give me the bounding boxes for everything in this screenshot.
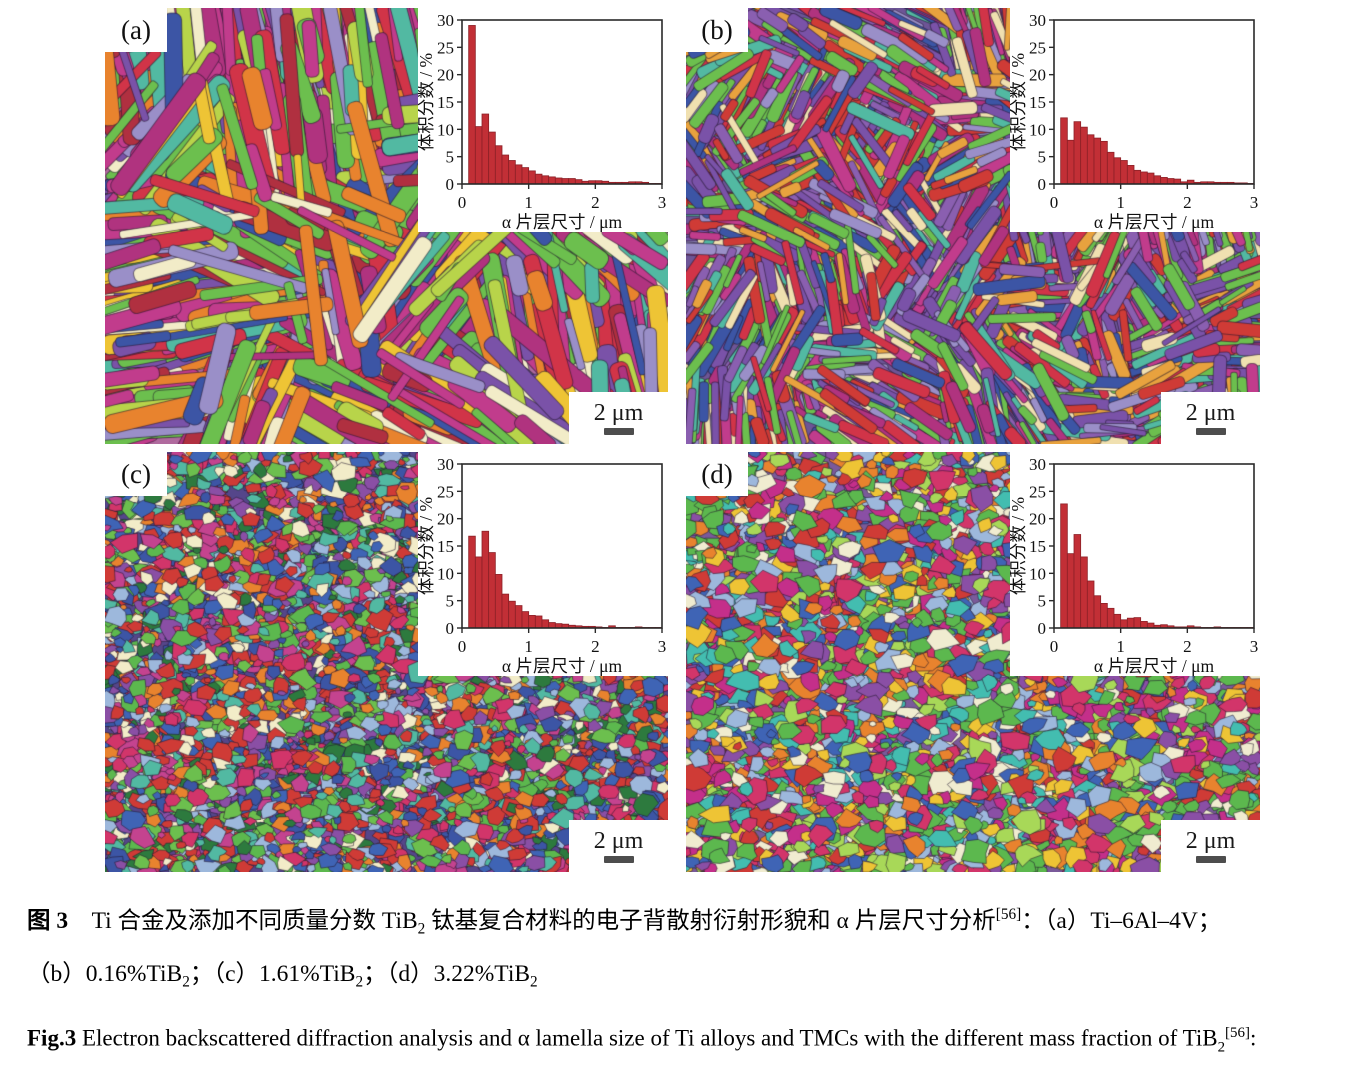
scale-label: 2 μm <box>1185 400 1236 426</box>
svg-text:3: 3 <box>658 637 667 656</box>
svg-text:1: 1 <box>524 637 533 656</box>
svg-text:α 片层尺寸 / μm: α 片层尺寸 / μm <box>502 656 623 676</box>
svg-text:0: 0 <box>1038 619 1047 638</box>
svg-text:3: 3 <box>658 193 667 212</box>
svg-text:0: 0 <box>1050 637 1059 656</box>
svg-text:20: 20 <box>1029 66 1046 85</box>
svg-text:α 片层尺寸 / μm: α 片层尺寸 / μm <box>1094 212 1215 232</box>
svg-text:15: 15 <box>1029 537 1046 556</box>
panel-label-d: (d) <box>686 452 748 496</box>
histogram-inset-d: 0 5 10 15 20 25 30 0 1 2 3 α 片层尺寸 / μm 体积分数 / % <box>1010 452 1260 676</box>
svg-text:3: 3 <box>1250 637 1259 656</box>
svg-text:0: 0 <box>458 193 467 212</box>
svg-text:20: 20 <box>1029 510 1046 529</box>
svg-text:1: 1 <box>1116 637 1125 656</box>
panel-label-c: (c) <box>105 452 167 496</box>
scale-box-c: 2 μm <box>569 820 668 872</box>
svg-text:25: 25 <box>1029 482 1046 501</box>
panel-b: (b) 0 5 10 15 20 25 30 0 1 2 3 α 片层尺寸 / μm 体积分数 / % … <box>686 8 1260 444</box>
svg-text:25: 25 <box>437 38 454 57</box>
figure-caption: 图 3 Ti 合金及添加不同质量分数 TiB2 钛基复合材料的电子背散射衍射形貌… <box>27 892 1332 1067</box>
histogram-chart-c: 0 5 10 15 20 25 30 0 1 2 3 α 片层尺寸 / μm 体积分数 / % <box>418 455 667 676</box>
svg-text:30: 30 <box>1029 455 1046 474</box>
scale-bar <box>1195 856 1226 863</box>
svg-text:0: 0 <box>446 619 455 638</box>
svg-text:α 片层尺寸 / μm: α 片层尺寸 / μm <box>1094 656 1215 676</box>
panel-c: (c) 0 5 10 15 20 25 30 0 1 2 3 α 片层尺寸 / μm 体积分数 / % … <box>105 452 668 872</box>
svg-text:体积分数 / %: 体积分数 / % <box>1010 53 1028 151</box>
svg-text:2: 2 <box>1183 637 1192 656</box>
scale-box-d: 2 μm <box>1161 820 1260 872</box>
scale-bar <box>1195 428 1226 435</box>
svg-text:体积分数 / %: 体积分数 / % <box>1010 497 1028 595</box>
svg-text:30: 30 <box>437 11 454 30</box>
svg-text:25: 25 <box>437 482 454 501</box>
histogram-inset-a: 0 5 10 15 20 25 30 0 1 2 3 α 片层尺寸 / μm 体积分数 / % <box>418 8 668 232</box>
caption-en-line1: Fig.3 Electron backscattered diffraction… <box>27 1025 1257 1056</box>
svg-text:1: 1 <box>524 193 533 212</box>
svg-text:0: 0 <box>1050 193 1059 212</box>
histogram-inset-c: 0 5 10 15 20 25 30 0 1 2 3 α 片层尺寸 / μm 体积分数 / % <box>418 452 668 676</box>
svg-text:2: 2 <box>1183 193 1192 212</box>
histogram-inset-b: 0 5 10 15 20 25 30 0 1 2 3 α 片层尺寸 / μm 体积分数 / % <box>1010 8 1260 232</box>
svg-text:30: 30 <box>437 455 454 474</box>
caption-zh-line2: （b）0.16%TiB2；（c）1.61%TiB2；（d）3.22%TiB2 <box>27 960 538 991</box>
svg-text:30: 30 <box>1029 11 1046 30</box>
svg-text:1: 1 <box>1116 193 1125 212</box>
scale-label: 2 μm <box>593 400 644 426</box>
svg-text:10: 10 <box>437 120 454 139</box>
svg-text:20: 20 <box>437 510 454 529</box>
scale-label: 2 μm <box>1185 828 1236 854</box>
histogram-chart-d: 0 5 10 15 20 25 30 0 1 2 3 α 片层尺寸 / μm 体积分数 / % <box>1010 455 1259 676</box>
svg-text:25: 25 <box>1029 38 1046 57</box>
svg-text:10: 10 <box>437 564 454 583</box>
scale-bar <box>603 428 634 435</box>
panel-a: (a) 0 5 10 15 20 25 30 0 1 2 3 α 片层尺寸 / μm 体积分数 / % … <box>105 8 668 444</box>
svg-text:0: 0 <box>446 175 455 194</box>
svg-text:3: 3 <box>1250 193 1259 212</box>
svg-text:15: 15 <box>437 537 454 556</box>
svg-text:15: 15 <box>437 93 454 112</box>
svg-text:体积分数 / %: 体积分数 / % <box>418 53 436 151</box>
scale-bar <box>603 856 634 863</box>
svg-text:5: 5 <box>446 592 455 611</box>
svg-text:体积分数 / %: 体积分数 / % <box>418 497 436 595</box>
scale-box-a: 2 μm <box>569 392 668 444</box>
svg-text:10: 10 <box>1029 564 1046 583</box>
svg-text:2: 2 <box>591 193 600 212</box>
svg-text:5: 5 <box>446 148 455 167</box>
svg-text:2: 2 <box>591 637 600 656</box>
svg-text:15: 15 <box>1029 93 1046 112</box>
panel-label-a: (a) <box>105 8 167 52</box>
svg-text:α 片层尺寸 / μm: α 片层尺寸 / μm <box>502 212 623 232</box>
histogram-chart-a: 0 5 10 15 20 25 30 0 1 2 3 α 片层尺寸 / μm 体积分数 / % <box>418 11 667 232</box>
scale-box-b: 2 μm <box>1161 392 1260 444</box>
svg-text:10: 10 <box>1029 120 1046 139</box>
svg-text:0: 0 <box>458 637 467 656</box>
svg-text:20: 20 <box>437 66 454 85</box>
caption-zh-line1: 图 3 Ti 合金及添加不同质量分数 TiB2 钛基复合材料的电子背散射衍射形貌… <box>27 906 1222 938</box>
svg-text:0: 0 <box>1038 175 1047 194</box>
scale-label: 2 μm <box>593 828 644 854</box>
svg-text:5: 5 <box>1038 592 1047 611</box>
histogram-chart-b: 0 5 10 15 20 25 30 0 1 2 3 α 片层尺寸 / μm 体积分数 / % <box>1010 11 1259 232</box>
panel-d: (d) 0 5 10 15 20 25 30 0 1 2 3 α 片层尺寸 / μm 体积分数 / % … <box>686 452 1260 872</box>
panel-label-b: (b) <box>686 8 748 52</box>
svg-text:5: 5 <box>1038 148 1047 167</box>
